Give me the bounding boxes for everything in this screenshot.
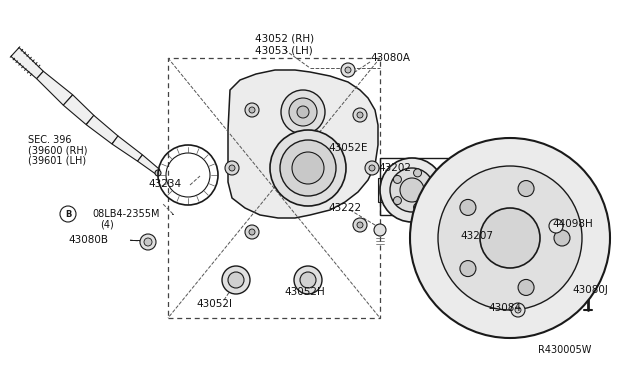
Circle shape	[413, 203, 422, 211]
Circle shape	[294, 266, 322, 294]
Text: 43052I: 43052I	[196, 299, 232, 309]
Polygon shape	[63, 95, 94, 125]
Text: 43053 (LH): 43053 (LH)	[255, 45, 313, 55]
Circle shape	[357, 222, 363, 228]
Circle shape	[249, 107, 255, 113]
Circle shape	[249, 229, 255, 235]
Circle shape	[413, 169, 422, 177]
Circle shape	[410, 138, 610, 338]
Bar	[380, 158, 448, 215]
Polygon shape	[228, 70, 378, 218]
Circle shape	[280, 140, 336, 196]
Circle shape	[380, 158, 444, 222]
Text: (39601 (LH): (39601 (LH)	[28, 155, 86, 165]
Circle shape	[270, 130, 346, 206]
Circle shape	[480, 208, 540, 268]
Circle shape	[353, 108, 367, 122]
Circle shape	[245, 103, 259, 117]
Polygon shape	[138, 155, 160, 174]
Circle shape	[518, 180, 534, 196]
Circle shape	[549, 219, 563, 233]
Text: 43202: 43202	[378, 163, 411, 173]
Text: SEC. 396: SEC. 396	[28, 135, 72, 145]
Text: 43052H: 43052H	[284, 287, 324, 297]
Polygon shape	[378, 178, 412, 202]
Circle shape	[357, 112, 363, 118]
Text: 43080B: 43080B	[68, 235, 108, 245]
Text: 43234: 43234	[148, 179, 181, 189]
Text: 43080A: 43080A	[370, 53, 410, 63]
Circle shape	[245, 225, 259, 239]
Circle shape	[518, 279, 534, 295]
Polygon shape	[440, 218, 476, 258]
Circle shape	[374, 224, 386, 236]
Circle shape	[369, 165, 375, 171]
Text: 44098H: 44098H	[552, 219, 593, 229]
Polygon shape	[11, 48, 44, 79]
Circle shape	[515, 307, 521, 313]
Text: (39600 (RH): (39600 (RH)	[28, 145, 88, 155]
Circle shape	[400, 178, 424, 202]
Circle shape	[144, 238, 152, 246]
Polygon shape	[112, 136, 142, 161]
Circle shape	[292, 152, 324, 184]
Circle shape	[297, 106, 309, 118]
Text: 43207: 43207	[460, 231, 493, 241]
Text: 08LB4-2355M: 08LB4-2355M	[92, 209, 159, 219]
Circle shape	[341, 63, 355, 77]
Circle shape	[289, 98, 317, 126]
Circle shape	[300, 272, 316, 288]
Text: R430005W: R430005W	[538, 345, 591, 355]
Circle shape	[140, 234, 156, 250]
Circle shape	[353, 218, 367, 232]
Text: 43080J: 43080J	[572, 285, 608, 295]
Circle shape	[222, 266, 250, 294]
Circle shape	[394, 176, 401, 183]
Circle shape	[554, 230, 570, 246]
Circle shape	[365, 161, 379, 175]
Text: B: B	[65, 209, 71, 218]
Text: 43052 (RH): 43052 (RH)	[255, 33, 314, 43]
Circle shape	[460, 260, 476, 276]
Bar	[168, 58, 380, 318]
Circle shape	[225, 161, 239, 175]
Circle shape	[155, 170, 161, 176]
Circle shape	[281, 90, 325, 134]
Circle shape	[345, 67, 351, 73]
Circle shape	[394, 196, 401, 205]
Polygon shape	[86, 115, 118, 144]
Circle shape	[228, 272, 244, 288]
Text: 43052E: 43052E	[328, 143, 367, 153]
Circle shape	[426, 186, 434, 194]
Circle shape	[460, 199, 476, 215]
Text: (4): (4)	[100, 219, 114, 229]
Text: 43084: 43084	[488, 303, 521, 313]
Text: 43222: 43222	[328, 203, 361, 213]
Circle shape	[511, 303, 525, 317]
Circle shape	[229, 165, 235, 171]
Polygon shape	[36, 71, 73, 105]
Circle shape	[438, 166, 582, 310]
Circle shape	[390, 168, 434, 212]
